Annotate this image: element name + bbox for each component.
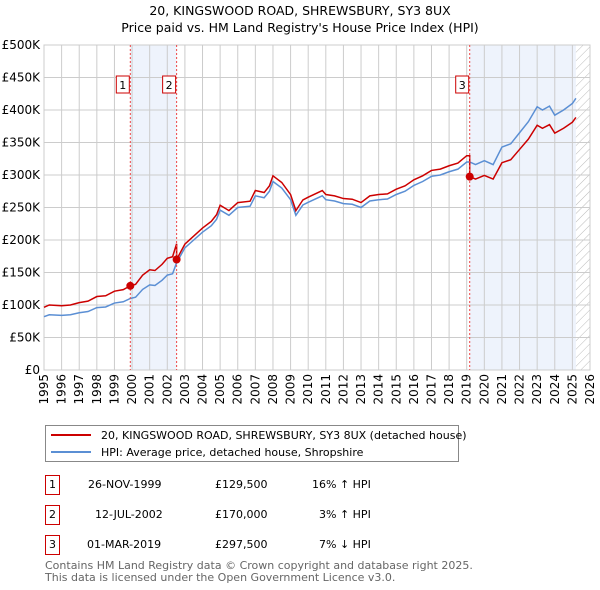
x-tick-label: 1998 <box>90 374 104 405</box>
y-tick-label: £250K <box>2 201 42 215</box>
y-tick-label: £300K <box>2 168 42 182</box>
x-tick-label: 1997 <box>72 374 86 405</box>
sale-row: 2 12-JUL-2002 £170,000 3% ↑ HPI <box>45 505 465 525</box>
sale-marker-box: 2 <box>45 505 60 525</box>
sale-price: £170,000 <box>215 508 268 521</box>
sale-label-box <box>162 75 177 94</box>
x-tick-label: 2019 <box>460 374 474 405</box>
x-tick-label: 2016 <box>407 374 421 405</box>
x-tick-label: 2011 <box>319 374 333 405</box>
y-tick-label: £400K <box>2 103 42 117</box>
x-tick-label: 2007 <box>248 374 262 405</box>
sale-row: 3 01-MAR-2019 £297,500 7% ↓ HPI <box>45 535 465 555</box>
legend-label: HPI: Average price, detached house, Shro… <box>101 445 364 459</box>
x-tick-label: 2003 <box>178 374 192 405</box>
sale-date: 01-MAR-2019 <box>87 538 162 551</box>
y-tick-label: £100K <box>2 298 42 312</box>
x-tick-label: 2021 <box>495 374 509 405</box>
x-tick-label: 2014 <box>372 374 386 405</box>
sale-point <box>465 172 474 181</box>
sale-marker-box: 1 <box>45 475 60 495</box>
chart-subtitle: Price paid vs. HM Land Registry's House … <box>121 20 479 35</box>
legend-swatch-red <box>51 434 91 436</box>
x-tick-label: 2017 <box>424 374 438 405</box>
y-tick-label: £50K <box>9 331 41 345</box>
property-price-line <box>43 116 577 308</box>
x-tick-label: 2006 <box>231 374 245 405</box>
sale-hpi-diff: 7% ↓ HPI <box>319 538 371 551</box>
sale-price: £129,500 <box>215 478 268 491</box>
sale-hpi-diff: 3% ↑ HPI <box>319 508 371 521</box>
x-tick-label: 1999 <box>107 374 121 405</box>
x-tick-label: 2001 <box>143 374 157 405</box>
sale-marker-box: 3 <box>45 535 60 555</box>
sale-label-box <box>455 75 470 94</box>
x-tick-label: 2002 <box>160 374 174 405</box>
x-tick-label: 1996 <box>55 374 69 405</box>
footer-line: Contains HM Land Registry data © Crown c… <box>45 559 473 572</box>
footer-line: This data is licensed under the Open Gov… <box>45 571 396 584</box>
sale-price: £297,500 <box>215 538 268 551</box>
x-tick-label: 2012 <box>336 374 350 405</box>
footer: Contains HM Land Registry data © Crown c… <box>45 560 473 584</box>
plot-frame <box>43 44 591 371</box>
sale-date: 12-JUL-2002 <box>95 508 163 521</box>
sale-point <box>172 255 181 264</box>
legend-item-property: 20, KINGSWOOD ROAD, SHREWSBURY, SY3 8UX … <box>51 427 467 443</box>
x-tick-label: 1995 <box>37 374 51 405</box>
y-tick-label: £150K <box>2 266 42 280</box>
y-tick-label: £200K <box>2 233 42 247</box>
sale-label: 2 <box>166 79 173 92</box>
sale-label: 1 <box>119 79 126 92</box>
y-tick-label: £350K <box>2 136 42 150</box>
x-tick-label: 2023 <box>530 374 544 405</box>
hpi-line <box>43 97 577 318</box>
x-tick-label: 2026 <box>583 374 597 405</box>
x-tick-label: 2018 <box>442 374 456 405</box>
legend-item-hpi: HPI: Average price, detached house, Shro… <box>51 444 363 460</box>
sale-point <box>126 281 135 290</box>
x-tick-label: 2009 <box>284 374 298 405</box>
x-tick-label: 2013 <box>354 374 368 405</box>
sale-label: 3 <box>459 79 466 92</box>
legend: 20, KINGSWOOD ROAD, SHREWSBURY, SY3 8UX … <box>45 425 467 462</box>
y-tick-label: £0 <box>25 363 40 377</box>
x-tick-label: 2025 <box>565 374 579 405</box>
x-tick-label: 2010 <box>301 374 315 405</box>
x-tick-label: 2004 <box>196 374 210 405</box>
sale-date: 26-NOV-1999 <box>88 478 162 491</box>
plot-area: £0 £50K £100K £150K £200K £250K £300K £350K £400… <box>2 38 597 405</box>
x-tick-label: 2015 <box>389 374 403 405</box>
x-tick-label: 2024 <box>548 374 562 405</box>
legend-swatch-blue <box>51 451 91 453</box>
x-tick-label: 2008 <box>266 374 280 405</box>
sale-row: 1 26-NOV-1999 £129,500 16% ↑ HPI <box>45 475 465 495</box>
chart-title: 20, KINGSWOOD ROAD, SHREWSBURY, SY3 8UX <box>149 3 451 18</box>
sale-label-box <box>115 75 130 94</box>
x-tick-label: 2000 <box>125 374 139 405</box>
y-tick-label: £500K <box>2 38 42 52</box>
y-tick-label: £450K <box>2 71 42 85</box>
x-tick-label: 2005 <box>213 374 227 405</box>
x-tick-label: 2020 <box>477 374 491 405</box>
sale-hpi-diff: 16% ↑ HPI <box>312 478 371 491</box>
x-tick-label: 2022 <box>513 374 527 405</box>
legend-label: 20, KINGSWOOD ROAD, SHREWSBURY, SY3 8UX … <box>101 428 467 442</box>
